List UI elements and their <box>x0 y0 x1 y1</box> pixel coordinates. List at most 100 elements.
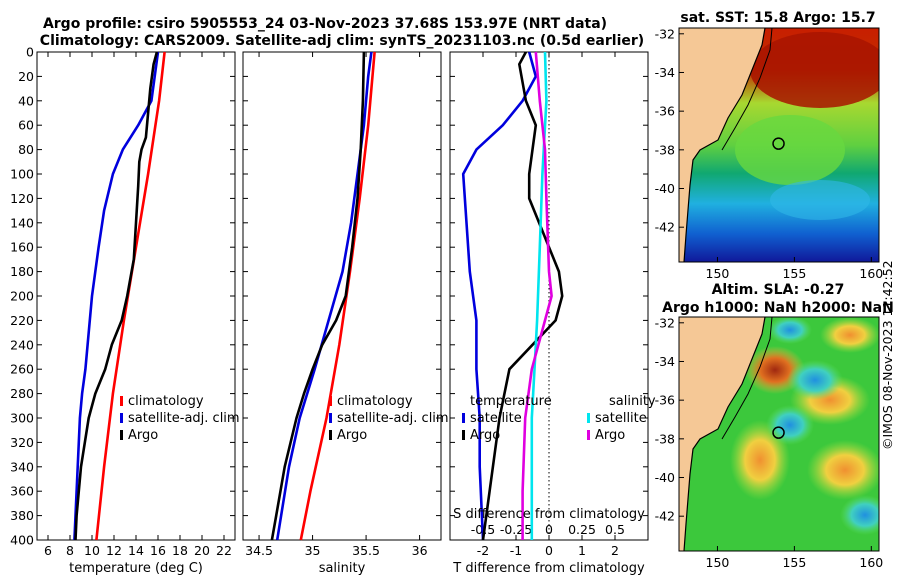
difference-panel: -2 -1 0 1 2 -0.5 -0.25 0 0.25 0.5 S difference f… <box>449 51 656 576</box>
legend-temp-satellite: satellite <box>470 411 522 426</box>
y-tick-label: 20 <box>18 69 34 84</box>
sla-map-ticks: 150 155 160 -32 -34 -36 -38 -40 -42 <box>655 315 884 570</box>
y-tick-label: 180 <box>10 264 34 279</box>
series-line-temperature-satellite <box>461 51 538 541</box>
legend-sal-argo-swatch <box>587 430 590 440</box>
sla-cold-eddy <box>768 317 812 344</box>
sst-map-title: sat. SST: 15.8 Argo: 15.7 <box>680 10 875 26</box>
x-tick-label: 35.5 <box>352 543 380 558</box>
float-marker <box>772 137 785 150</box>
map-y-tick-label: -32 <box>655 315 675 330</box>
legend-temp-argo: Argo <box>470 428 500 443</box>
legend-satellite-swatch <box>120 413 123 423</box>
salinity-panel: 34.5 35 35.5 36 salinity climatology satell… <box>242 51 449 576</box>
salinity-depth-ticks <box>243 51 441 541</box>
sla-cold-eddy <box>766 405 814 445</box>
legend-argo: Argo <box>337 428 367 443</box>
legend-climatology: climatology <box>128 394 204 409</box>
map-y-tick-label: -42 <box>655 509 675 524</box>
map-y-tick-label: -40 <box>655 181 675 196</box>
temperature-xlabel: temperature (deg C) <box>69 561 203 576</box>
legend-climatology-swatch <box>329 396 332 406</box>
y-tick-label: 120 <box>10 191 34 206</box>
x2-tick-label: 0.5 <box>605 522 625 537</box>
sla-map: Altim. SLA: -0.27 Argo h1000: NaN h2000:… <box>655 282 894 570</box>
title-line-2: Climatology: CARS2009. Satellite-adj cli… <box>40 33 644 49</box>
map-x-tick-label: 150 <box>706 266 730 281</box>
series-line-argo <box>270 51 366 541</box>
y-tick-label: 60 <box>18 118 34 133</box>
salinity-xlabel: salinity <box>319 561 366 576</box>
legend-temp-satellite-swatch <box>462 413 465 423</box>
sst-warm-core <box>750 32 879 108</box>
map-y-tick-label: -40 <box>655 470 675 485</box>
sla-yellow-eddy <box>807 440 879 500</box>
legend-argo-swatch <box>120 430 123 440</box>
legend-temperature-title: temperature <box>470 394 552 409</box>
legend-sal-satellite-swatch <box>587 413 590 423</box>
sla-coastline <box>679 317 765 551</box>
x-tick-label: 22 <box>216 543 232 558</box>
series-line-climatology <box>95 51 166 541</box>
x-tick-label: 2 <box>611 543 619 558</box>
y-tick-label: 200 <box>10 289 34 304</box>
y-tick-label: 140 <box>10 215 34 230</box>
sst-isobath <box>721 28 773 151</box>
temperature-axis: 6 8 10 12 14 16 18 20 22 <box>44 52 232 558</box>
x-tick-label: 0 <box>545 543 553 558</box>
x-tick-label: 35 <box>305 543 321 558</box>
series-line-argo <box>74 51 159 541</box>
legend-satellite: satellite-adj. clim <box>337 411 449 426</box>
y-tick-label: 80 <box>18 142 34 157</box>
x2-tick-label: -0.25 <box>500 522 532 537</box>
sla-cold-eddy <box>840 495 879 535</box>
salinity-axes-box <box>242 51 442 541</box>
map-y-tick-label: -34 <box>655 65 675 80</box>
x-tick-label: 14 <box>128 543 144 558</box>
y-tick-label: 400 <box>10 533 34 548</box>
temperature-legend: climatology satellite-adj. clim Argo <box>120 394 240 443</box>
series-line-salinity-satellite <box>530 51 548 540</box>
y-tick-label: 380 <box>10 508 34 523</box>
sla-cold-eddy <box>787 360 843 400</box>
legend-sal-satellite: satellite <box>595 411 647 426</box>
sst-cool-patch <box>770 180 870 220</box>
legend-argo-swatch <box>329 430 332 440</box>
x2-tick-label: 0.25 <box>568 522 596 537</box>
map-y-tick-label: -36 <box>655 393 675 408</box>
series-line-satellite-adj-clim <box>275 51 373 541</box>
y-tick-label: 0 <box>26 45 34 60</box>
x-tick-label: 12 <box>106 543 122 558</box>
sst-map-ticks: 150 155 160 -32 -34 -36 -38 -40 -42 <box>655 26 884 281</box>
temperature-lines <box>73 51 166 541</box>
x-tick-label: 36 <box>412 543 428 558</box>
depth-axis: 0 20 40 60 80 100 120 140 160 180 200 220 240 260 280 3… <box>10 45 235 548</box>
sst-coastline <box>679 28 765 262</box>
map-x-tick-label: 155 <box>782 266 806 281</box>
salinity-difference-xlabel: S difference from climatology <box>453 507 645 522</box>
sla-map-subtitle: Argo h1000: NaN h2000: NaN <box>662 300 894 316</box>
y-tick-label: 240 <box>10 337 34 352</box>
x-tick-label: 16 <box>150 543 166 558</box>
series-line-satellite-adj-clim <box>73 51 160 541</box>
sst-green-patch <box>735 115 845 185</box>
timestamp-stamp: ©IMOS 08-Nov-2023 11:42:52 <box>880 260 895 450</box>
temperature-axes-box <box>36 51 236 541</box>
temperature-difference-xlabel: T difference from climatology <box>452 561 645 576</box>
legend-salinity-title: salinity <box>609 394 656 409</box>
salinity-lines <box>270 51 376 541</box>
series-line-climatology <box>299 51 376 541</box>
y-tick-label: 300 <box>10 411 34 426</box>
legend-climatology: climatology <box>337 394 413 409</box>
x-tick-label: 20 <box>194 543 210 558</box>
x-tick-label: 1 <box>578 543 586 558</box>
series-line-salinity-argo <box>521 51 553 540</box>
y-tick-label: 340 <box>10 459 34 474</box>
y-tick-label: 220 <box>10 313 34 328</box>
salinity-difference-axis: -0.5 -0.25 0 0.25 0.5 <box>471 522 625 537</box>
legend-satellite-swatch <box>329 413 332 423</box>
x-tick-label: 10 <box>84 543 100 558</box>
sst-map-frame <box>678 27 880 263</box>
difference-depth-ticks <box>450 51 648 541</box>
